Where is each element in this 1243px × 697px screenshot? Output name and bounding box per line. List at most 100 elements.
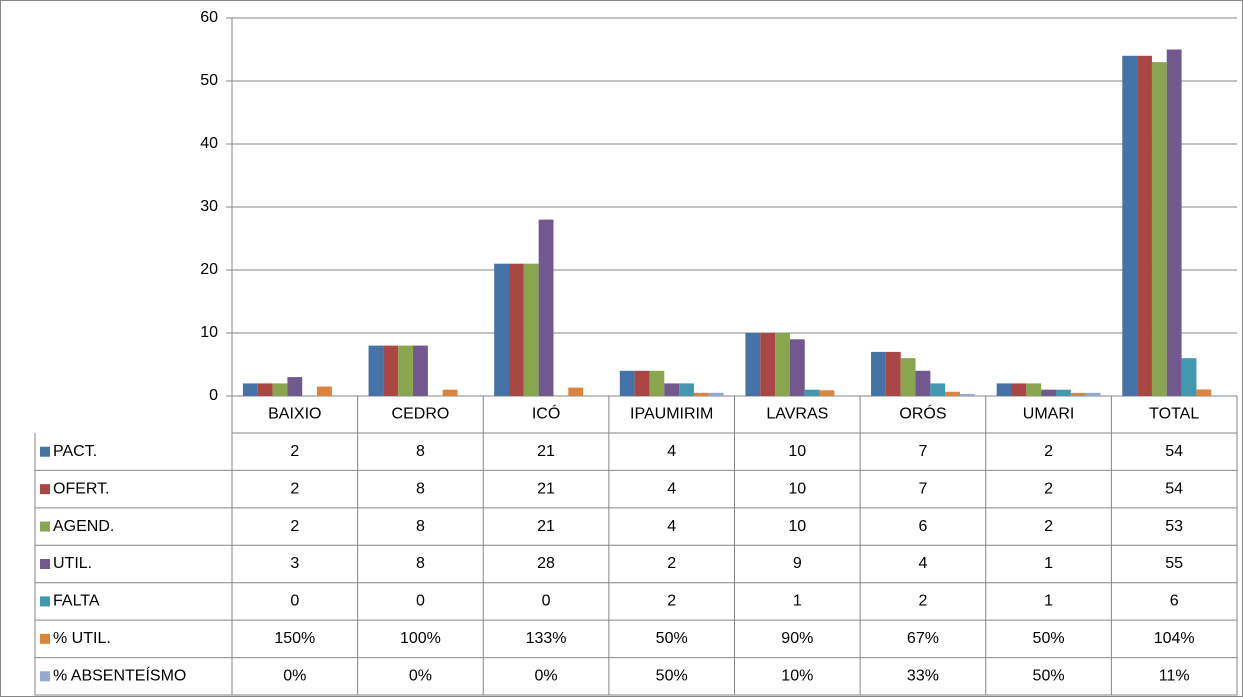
legend-key — [40, 484, 50, 495]
bar — [1196, 389, 1212, 396]
bar — [1055, 389, 1071, 396]
bar — [509, 263, 524, 396]
bar — [775, 333, 790, 396]
bar — [871, 351, 886, 396]
bar — [819, 390, 835, 396]
table-cell: 8 — [416, 480, 425, 497]
table-cell: 2 — [1044, 518, 1053, 535]
bar — [1122, 55, 1138, 397]
bar — [930, 383, 946, 396]
table-cell: 1 — [1044, 555, 1053, 572]
table-cell: 3 — [290, 555, 299, 572]
bar — [1137, 55, 1152, 397]
table-cell: 4 — [667, 518, 676, 535]
x-tick-label: LAVRAS — [766, 406, 828, 423]
bar — [257, 383, 273, 396]
table-cell: 33% — [907, 668, 939, 685]
table-cell: 90% — [781, 630, 813, 647]
bar — [398, 345, 414, 396]
bar — [693, 392, 709, 396]
bar — [523, 263, 539, 396]
bar — [1181, 358, 1197, 396]
table-cell: 50% — [656, 630, 688, 647]
table-cell: 1 — [793, 593, 802, 610]
table-cell: 0% — [535, 668, 558, 685]
table-cell: 7 — [918, 480, 927, 497]
bar — [1011, 383, 1027, 396]
bar — [885, 351, 901, 396]
table-cell: 0 — [416, 593, 425, 610]
bar — [915, 370, 931, 396]
bar — [568, 387, 584, 396]
bar — [996, 383, 1012, 396]
bar — [619, 370, 635, 396]
y-tick-label: 10 — [200, 324, 218, 341]
table-cell: 50% — [656, 668, 688, 685]
bar — [1070, 392, 1086, 396]
table-cell: 2 — [290, 518, 299, 535]
bar — [368, 345, 384, 396]
bar — [494, 263, 510, 396]
table-cell: 8 — [416, 443, 425, 460]
table-cell: 10% — [781, 668, 813, 685]
table-cell: 11% — [1159, 668, 1190, 685]
table-cell: 4 — [918, 555, 927, 572]
bar — [804, 389, 820, 396]
legend-key — [40, 559, 50, 569]
bar — [664, 383, 680, 396]
bar — [649, 370, 665, 396]
table-cell: 2 — [667, 555, 676, 572]
table-cell: 150% — [274, 630, 315, 647]
table-cell: 53 — [1165, 518, 1183, 535]
table-cell: 2 — [667, 593, 676, 610]
y-tick-label: 40 — [200, 135, 218, 152]
table-cell: 67% — [907, 630, 939, 647]
legend-label: PACT. — [53, 443, 97, 460]
x-tick-label: TOTAL — [1149, 406, 1199, 423]
table-cell: 50% — [1033, 630, 1065, 647]
table-cell: 21 — [537, 443, 555, 460]
bar — [1085, 392, 1101, 396]
table-cell: 4 — [667, 480, 676, 497]
table-cell: 2 — [1044, 480, 1053, 497]
bar — [708, 392, 724, 396]
bar — [1166, 49, 1182, 396]
bar — [834, 395, 850, 396]
table-cell: 10 — [788, 443, 806, 460]
table-cell: 100% — [400, 630, 441, 647]
bar — [287, 377, 303, 396]
x-tick-label: CEDRO — [392, 406, 450, 423]
legend-key — [40, 633, 50, 644]
legend-key — [40, 446, 50, 457]
legend-label: UTIL. — [53, 555, 92, 572]
table-cell: 54 — [1165, 443, 1183, 460]
bar — [959, 393, 975, 396]
x-tick-label: IPAUMIRIM — [630, 406, 713, 423]
table-cell: 0% — [409, 668, 432, 685]
table-cell: 2 — [290, 443, 299, 460]
bar — [383, 345, 399, 396]
bar — [679, 383, 694, 396]
table-cell: 10 — [788, 480, 806, 497]
table-cell: 21 — [537, 518, 555, 535]
legend-label: FALTA — [53, 593, 100, 610]
table-cell: 104% — [1154, 630, 1195, 647]
y-tick-label: 30 — [200, 198, 218, 215]
table-cell: 0 — [290, 593, 299, 610]
table-cell: 6 — [918, 518, 927, 535]
table-cell: 0% — [283, 668, 306, 685]
table-cell: 0 — [542, 593, 551, 610]
bar — [760, 333, 776, 396]
bar — [634, 370, 650, 396]
legend-key — [40, 521, 50, 532]
table-cell: 2 — [918, 593, 927, 610]
table-cell: 50% — [1033, 668, 1065, 685]
bar — [1151, 62, 1167, 396]
bar — [789, 339, 805, 396]
y-tick-label: 50 — [200, 72, 218, 89]
y-tick-label: 20 — [200, 261, 218, 278]
legend-label: AGEND. — [53, 518, 114, 535]
bar — [242, 383, 258, 396]
table-cell: 2 — [1044, 443, 1053, 460]
